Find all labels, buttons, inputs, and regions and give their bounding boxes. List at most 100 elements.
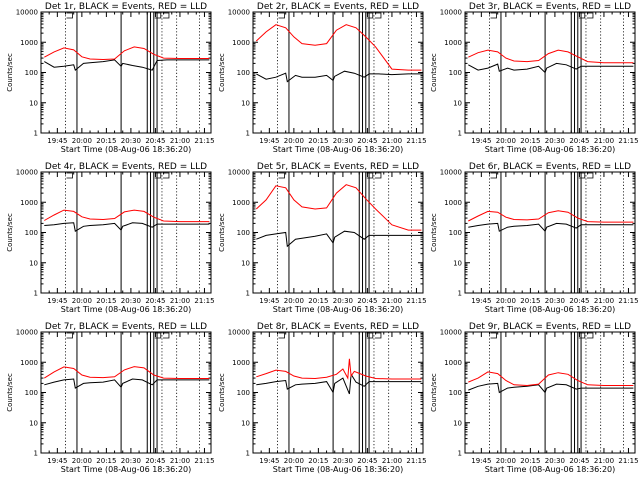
y-tick-label: 1000 xyxy=(444,39,462,47)
y-axis-label: Counts/sec xyxy=(6,53,14,92)
y-tick-label: 1 xyxy=(34,450,38,458)
y-tick-label: 1 xyxy=(34,290,38,298)
x-axis-label: Start Time (08-Aug-06 18:36:20) xyxy=(485,145,616,154)
detector-panel: Det 9r, BLACK = Events, RED = LLD 1 10 100 1… xyxy=(430,322,639,474)
x-tick-label: 20:30 xyxy=(333,297,353,305)
x-tick-label: 20:45 xyxy=(357,457,377,465)
x-axis-label: Start Time (08-Aug-06 18:36:20) xyxy=(61,465,192,474)
x-tick-label: 21:00 xyxy=(382,297,402,305)
detector-panel: Det 8r, BLACK = Events, RED = LLD 1 10 100 1… xyxy=(218,322,427,474)
x-tick-label: 20:45 xyxy=(145,457,165,465)
x-tick-label: 20:30 xyxy=(333,457,353,465)
x-tick-label: 19:45 xyxy=(259,137,279,145)
x-tick-label: 21:00 xyxy=(170,457,190,465)
lld-series-line xyxy=(468,49,634,64)
x-tick-label: 20:45 xyxy=(145,137,165,145)
y-axis-label: Counts/sec xyxy=(430,53,438,92)
flag-marker xyxy=(586,172,594,179)
x-tick-label: 20:30 xyxy=(333,137,353,145)
x-tick-label: 20:45 xyxy=(357,297,377,305)
x-tick-label: 19:45 xyxy=(471,137,491,145)
y-tick-label: 10 xyxy=(29,99,38,107)
flag-marker xyxy=(578,172,586,179)
plot-frame xyxy=(252,331,424,454)
x-tick-label: 20:15 xyxy=(520,137,540,145)
lld-series-line xyxy=(256,358,422,380)
y-tick-label: 100 xyxy=(449,389,462,397)
x-tick-label: 20:30 xyxy=(121,457,141,465)
y-tick-label: 10 xyxy=(241,259,250,267)
x-tick-label: 20:15 xyxy=(308,297,328,305)
y-tick-label: 1000 xyxy=(20,359,38,367)
y-tick-label: 10000 xyxy=(228,329,250,337)
flag-marker xyxy=(374,332,382,339)
x-tick-label: 20:45 xyxy=(569,457,589,465)
flag-marker xyxy=(366,332,374,339)
plot-frame xyxy=(464,171,636,294)
detector-panel: Det 6r, BLACK = Events, RED = LLD 1 10 100 1… xyxy=(430,162,639,314)
x-tick-label: 20:15 xyxy=(96,297,116,305)
flag-marker xyxy=(66,172,73,179)
flag-marker xyxy=(154,332,162,339)
x-tick-label: 20:00 xyxy=(496,457,516,465)
y-tick-label: 1000 xyxy=(20,199,38,207)
flag-marker xyxy=(366,12,374,19)
y-tick-label: 100 xyxy=(25,229,38,237)
y-tick-label: 10 xyxy=(453,259,462,267)
plot-frame xyxy=(252,171,424,294)
y-axis-label: Counts/sec xyxy=(6,373,14,412)
y-axis-label: Counts/sec xyxy=(6,213,14,252)
x-tick-label: 19:45 xyxy=(47,457,67,465)
events-series-line xyxy=(256,70,422,83)
x-tick-label: 20:00 xyxy=(496,137,516,145)
chart-title: Det 8r, BLACK = Events, RED = LLD xyxy=(257,322,419,332)
detector-panel: Det 4r, BLACK = Events, RED = LLD 1 10 100 1… xyxy=(6,162,215,314)
y-tick-label: 10000 xyxy=(440,169,462,177)
y-tick-label: 10 xyxy=(453,419,462,427)
x-tick-label: 20:30 xyxy=(545,297,565,305)
events-series-line xyxy=(44,378,210,389)
flag-marker xyxy=(278,12,285,19)
x-axis-label: Start Time (08-Aug-06 18:36:20) xyxy=(273,305,404,314)
y-tick-label: 100 xyxy=(237,389,250,397)
plot-frame xyxy=(464,331,636,454)
y-tick-label: 1000 xyxy=(20,39,38,47)
y-tick-label: 1000 xyxy=(232,199,250,207)
chart-title: Det 4r, BLACK = Events, RED = LLD xyxy=(45,162,207,172)
y-axis-label: Counts/sec xyxy=(218,373,226,412)
flag-marker xyxy=(154,12,162,19)
x-tick-label: 20:15 xyxy=(96,457,116,465)
y-tick-label: 10000 xyxy=(16,329,38,337)
x-tick-label: 21:15 xyxy=(194,457,214,465)
x-tick-label: 20:00 xyxy=(284,297,304,305)
x-tick-label: 20:15 xyxy=(308,137,328,145)
y-axis-label: Counts/sec xyxy=(218,53,226,92)
flag-marker xyxy=(490,12,497,19)
lld-series-line xyxy=(468,210,634,223)
x-tick-label: 20:00 xyxy=(72,137,92,145)
y-tick-label: 1000 xyxy=(232,359,250,367)
flag-marker xyxy=(366,172,374,179)
x-tick-label: 21:15 xyxy=(618,457,638,465)
lld-series-line xyxy=(468,371,634,387)
x-tick-label: 19:45 xyxy=(471,457,491,465)
x-axis-label: Start Time (08-Aug-06 18:36:20) xyxy=(273,465,404,474)
x-axis-label: Start Time (08-Aug-06 18:36:20) xyxy=(61,305,192,314)
x-axis-label: Start Time (08-Aug-06 18:36:20) xyxy=(485,305,616,314)
lld-series-line xyxy=(44,46,210,61)
chart-title: Det 3r, BLACK = Events, RED = LLD xyxy=(469,2,631,12)
y-tick-label: 1 xyxy=(458,290,462,298)
x-tick-label: 21:00 xyxy=(170,297,190,305)
x-tick-label: 20:30 xyxy=(545,457,565,465)
y-tick-label: 1 xyxy=(246,130,250,138)
x-tick-label: 19:45 xyxy=(47,297,67,305)
x-tick-label: 21:00 xyxy=(382,457,402,465)
x-tick-label: 19:45 xyxy=(259,297,279,305)
x-axis-label: Start Time (08-Aug-06 18:36:20) xyxy=(485,465,616,474)
y-tick-label: 100 xyxy=(237,69,250,77)
y-tick-label: 1000 xyxy=(444,359,462,367)
lld-series-line xyxy=(255,24,422,71)
x-axis-label: Start Time (08-Aug-06 18:36:20) xyxy=(273,145,404,154)
events-series-line xyxy=(44,222,210,232)
